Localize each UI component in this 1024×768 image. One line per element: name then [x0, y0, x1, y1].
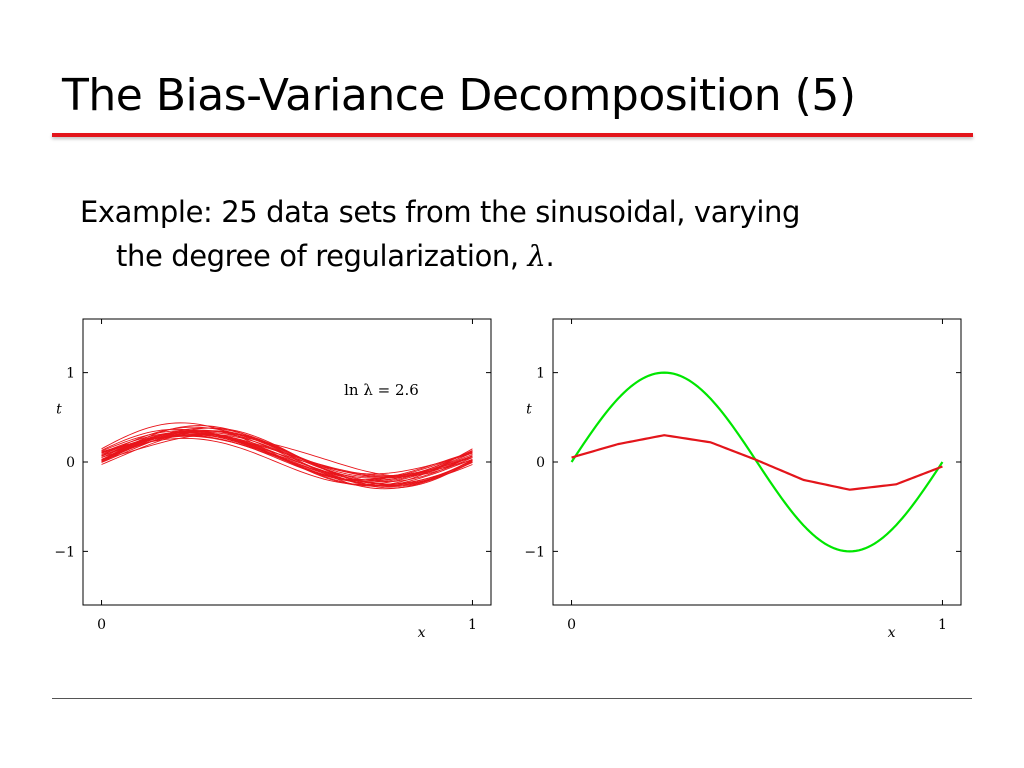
fit-curve — [101, 430, 473, 482]
x-tick-label: 0 — [97, 617, 106, 633]
bullet-line-2-text: the degree of regularization, — [116, 239, 528, 273]
bullet-line-1: Example: 25 data sets from the sinusoida… — [80, 195, 800, 229]
fit-curve — [101, 432, 473, 489]
fit-curve — [101, 435, 473, 486]
y-tick-label: 1 — [66, 366, 75, 382]
x-tick-label: 1 — [938, 617, 947, 633]
y-axis-label: t — [526, 401, 532, 417]
lambda-annotation: ln λ = 2.6 — [344, 381, 419, 399]
fit-curve — [101, 422, 473, 486]
lambda-symbol: λ — [527, 239, 546, 273]
y-tick-label: 0 — [66, 455, 75, 471]
bullet-line-2: the degree of regularization, λ. — [80, 234, 980, 278]
x-tick-label: 1 — [468, 617, 477, 633]
x-tick-label: 0 — [567, 617, 576, 633]
bullet-text: Example: 25 data sets from the sinusoida… — [80, 190, 980, 278]
x-axis-label: x — [888, 625, 896, 641]
plot-right-average: −1 0 1 0 1 x t — [520, 315, 965, 645]
y-tick-label: −1 — [54, 544, 75, 560]
plot-left-fits: −1 0 1 0 1 x t ln λ = 2.6 — [50, 315, 495, 645]
fit-curve — [101, 428, 473, 477]
y-tick-label: 1 — [536, 366, 545, 382]
x-axis-label: x — [418, 625, 426, 641]
bullet-period: . — [545, 239, 555, 273]
average-fit-curve — [571, 434, 943, 491]
y-axis-label: t — [56, 401, 62, 417]
fit-curve — [101, 437, 473, 485]
footer-rule — [52, 698, 972, 699]
plot-right-svg: −1 0 1 0 1 x t — [524, 318, 962, 641]
true-function-curve — [570, 371, 944, 553]
y-tick-label: −1 — [524, 544, 545, 560]
y-tick-label: 0 — [536, 455, 545, 471]
fit-curve — [101, 425, 473, 490]
slide-title: The Bias-Variance Decomposition (5) — [62, 70, 856, 121]
plot-left-svg: −1 0 1 0 1 x t ln λ = 2.6 — [54, 318, 492, 641]
title-underline — [52, 133, 973, 137]
